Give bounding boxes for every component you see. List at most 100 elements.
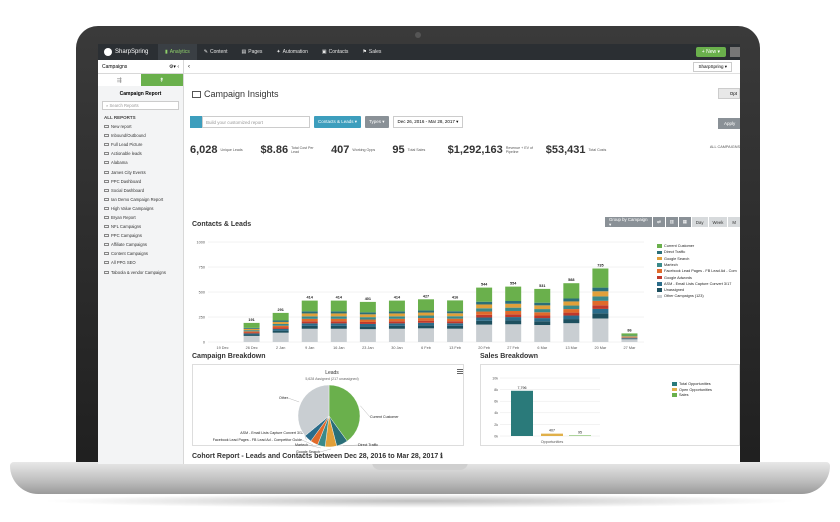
bar-segment — [563, 309, 580, 313]
sidebar-item[interactable]: Actionable leads — [104, 149, 183, 158]
bar-segment — [447, 300, 464, 312]
bar-segment — [563, 305, 580, 310]
sidebar-item[interactable]: Full Lead Picture — [104, 140, 183, 149]
bar-segment — [447, 316, 464, 319]
sidebar-item[interactable]: New report — [104, 122, 183, 131]
chart-toolbar-button[interactable]: ▥ — [665, 217, 678, 227]
sidebar-item[interactable]: All PPG SEO — [104, 258, 183, 267]
sidebar-item[interactable]: Inbound/Outbound — [104, 131, 183, 140]
sidebar-item[interactable]: PPC Campaigns — [104, 231, 183, 240]
bar-segment — [476, 314, 493, 318]
back-button[interactable]: ‹ — [188, 63, 190, 70]
sidebar-item[interactable]: Social Dashboard — [104, 186, 183, 195]
sales-legend-item[interactable]: Sales — [672, 393, 689, 397]
tab-analytics[interactable]: ▮ Analytics — [158, 44, 197, 60]
account-select[interactable]: SharpSpring ▾ — [693, 61, 732, 72]
tab-chart-icon[interactable]: ↟ — [140, 74, 183, 86]
chart-toolbar-button[interactable]: M — [728, 217, 740, 227]
legend-item[interactable]: Current Customer — [657, 244, 694, 248]
sidebar-item[interactable]: NFL Campaigns — [104, 222, 183, 231]
y-tick-label: 10k — [492, 376, 498, 380]
chart-toolbar-button[interactable]: Week — [708, 217, 728, 227]
sidebar-item-label: Inbound/Outbound — [111, 133, 146, 139]
chart-toolbar-button[interactable]: ▦ — [678, 217, 691, 227]
bar-segment — [418, 299, 434, 311]
bar-segment — [330, 328, 347, 342]
x-tick-label: 20 Mar — [594, 346, 607, 350]
chart-toolbar-button[interactable]: Day — [691, 217, 708, 227]
user-menu-button[interactable] — [730, 47, 740, 57]
bar-segment — [272, 320, 289, 322]
new-button[interactable]: + New ▾ — [695, 47, 726, 57]
legend-label: Google Adwords — [664, 275, 692, 280]
legend-item[interactable]: ASM - Email Lists Capture Convert 3/17 — [657, 282, 731, 286]
pencil-icon: ✎ — [203, 49, 208, 55]
y-tick-label: 1000 — [197, 241, 205, 245]
sidebar-item[interactable]: Bryan Report — [104, 213, 183, 222]
sales-legend-item[interactable]: Open Opportunities — [672, 388, 712, 392]
sidebar-item[interactable]: Taboola & vendor Campaigns — [104, 268, 183, 277]
tab-content[interactable]: ✎ Content — [197, 44, 235, 60]
legend-item[interactable]: Martech — [657, 263, 678, 267]
pie-slice-label: Google Search — [296, 450, 320, 454]
bar-segment — [359, 312, 376, 315]
legend-item[interactable]: Facebook Lead Pages - FB Lead Ad - Com — [657, 269, 737, 273]
pie-leader-line — [343, 444, 359, 447]
bar-segment — [621, 338, 638, 340]
pie-title: Leads — [325, 370, 339, 376]
brand-logo[interactable]: SharpSpring — [98, 48, 158, 56]
legend-swatch — [672, 393, 677, 397]
legend-item[interactable]: Google Search — [657, 257, 689, 261]
menu-icon[interactable] — [457, 369, 463, 374]
sidebar-item[interactable]: James City Events — [104, 167, 183, 176]
options-button[interactable]: Opt — [718, 88, 740, 99]
bar-segment — [243, 322, 260, 328]
bar-segment — [388, 325, 405, 329]
stat-item: $8.86 Total Cost Per Lead — [261, 144, 320, 156]
bar-segment — [359, 321, 376, 324]
stat-label: Total Sales — [407, 147, 426, 152]
bar-segment — [388, 318, 405, 322]
legend-item[interactable]: Direct Traffic — [657, 250, 685, 254]
legend-item[interactable]: Google Adwords — [657, 276, 692, 280]
x-tick-label: 6 Feb — [421, 346, 431, 350]
sidebar-item[interactable]: Alabama — [104, 158, 183, 167]
contacts-leads-dropdown[interactable]: Contacts & Leads ▾ — [314, 116, 362, 128]
types-dropdown[interactable]: Types ▾ — [365, 116, 389, 128]
rocket-icon[interactable] — [190, 116, 202, 128]
collapse-icon[interactable]: ‹ — [177, 63, 179, 70]
report-icon — [104, 143, 109, 147]
apply-button[interactable]: Apply — [718, 118, 740, 129]
bar-segment — [272, 312, 289, 321]
stat-value: 95 — [392, 144, 405, 156]
sidebar-item[interactable]: High Value Campaigns — [104, 204, 183, 213]
x-tick-label: 27 Mar — [624, 346, 637, 350]
tab-contacts[interactable]: ▣ Contacts — [315, 44, 355, 60]
sidebar-item[interactable]: PPC Dashboard — [104, 177, 183, 186]
sidebar-item[interactable]: Content Campaigns — [104, 249, 183, 258]
gear-icon[interactable]: ⚙▾ — [168, 63, 176, 70]
date-range-picker[interactable]: Dec 26, 2016 - Mar 28, 2017 ▾ — [392, 116, 464, 128]
report-builder-input[interactable]: Build your customized report — [202, 116, 310, 128]
tab-sales[interactable]: ⚑ Sales — [355, 44, 388, 60]
bar-segment — [359, 317, 376, 320]
bar-segment — [301, 321, 318, 324]
tab-share-icon[interactable]: ⇶ — [98, 74, 141, 86]
sidebar-item[interactable]: Ian Demo Campaign Report — [104, 195, 183, 204]
bar-segment — [330, 321, 347, 324]
sidebar-item[interactable]: Affiliate Campaigns — [104, 240, 183, 249]
stat-value: $53,431 — [545, 144, 586, 156]
legend-item[interactable]: Unassigned — [657, 288, 684, 292]
tab-automation[interactable]: ✦ Automation — [269, 44, 315, 60]
legend-swatch — [672, 387, 677, 392]
bar-segment — [505, 301, 522, 304]
legend-item[interactable]: Other Campaigns (123) — [657, 294, 704, 298]
tab-pages[interactable]: ▤ Pages — [235, 44, 270, 60]
chart-toolbar-button[interactable]: Group by Campaign ▾ — [605, 217, 653, 227]
bar-segment — [592, 268, 609, 288]
sidebar-item-label: All PPG SEO — [111, 260, 136, 266]
chart-toolbar-button[interactable]: ⇄ — [653, 217, 665, 227]
sidebar-controls: ⚙▾ ‹ — [169, 64, 179, 70]
sales-legend-item[interactable]: Total Opportunities — [672, 382, 711, 386]
search-reports-input[interactable]: ⌕ Search Reports — [102, 101, 179, 110]
